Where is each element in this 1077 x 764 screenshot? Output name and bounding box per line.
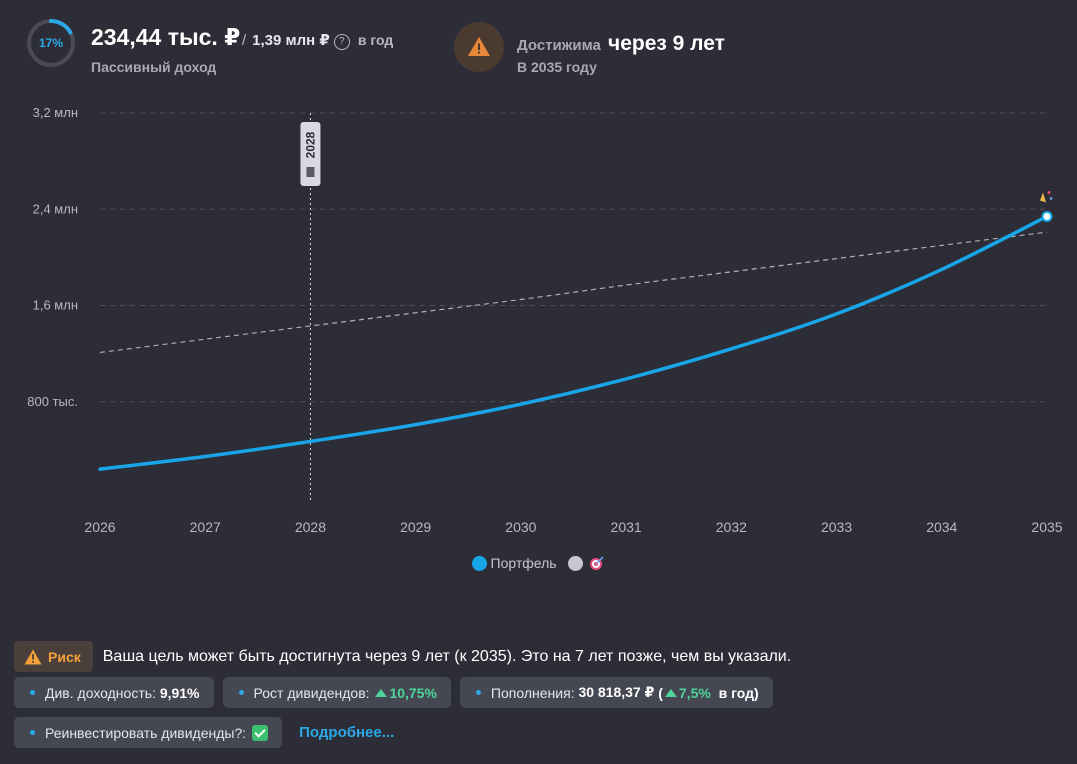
contributions-label: Пополнения: [490, 684, 575, 701]
warning-icon [24, 649, 42, 664]
params-row: Див. доходность: 9,91% Рост дивидендов: … [14, 677, 782, 708]
more-details-link[interactable]: Подробнее... [299, 724, 395, 741]
x-tick-label: 2031 [611, 519, 642, 535]
arrow-up-icon [375, 688, 388, 697]
legend-dot-portfolio [471, 555, 487, 571]
chart-legend: Портфель [0, 555, 1077, 574]
chip-div-growth[interactable]: Рост дивидендов: 10,75% [222, 677, 451, 708]
contributions-period: в год) [718, 684, 759, 701]
per-period: в год [357, 32, 394, 48]
progress-ring: 17% [26, 18, 76, 68]
x-tick-label: 2029 [400, 519, 431, 535]
chip-reinvest[interactable]: Реинвестировать дивиденды?: [14, 717, 283, 748]
bullet-icon [238, 690, 244, 695]
income-goal: / 1,39 млн ₽? в год [242, 31, 393, 50]
reach-label: Достижима [517, 37, 601, 54]
contributions-paren: ( [658, 684, 663, 701]
legend-item-portfolio[interactable]: Портфель [471, 555, 557, 571]
checkbox-checked-icon[interactable] [252, 724, 269, 741]
progress-percent: 17% [38, 36, 64, 50]
confetti-dot [1047, 190, 1051, 194]
passive-income-caption: Пассивный доход [91, 59, 217, 75]
x-tick-label: 2030 [505, 519, 536, 535]
risk-row: Риск Ваша цель может быть достигнута чер… [14, 641, 791, 672]
party-popper-icon [1040, 192, 1046, 203]
div-growth-label: Рост дивидендов: [253, 684, 370, 701]
x-tick-label: 2035 [1031, 519, 1062, 535]
passive-income-value: 234,44 тыс. ₽ [91, 24, 241, 50]
risk-badge: Риск [14, 641, 93, 672]
arrow-up-icon [664, 688, 677, 697]
reach-year: В 2035 году [517, 59, 597, 75]
risk-badge-label: Риск [48, 648, 81, 665]
warning-icon [468, 37, 490, 56]
x-tick-label: 2034 [926, 519, 957, 535]
warning-icon-circle [454, 22, 504, 72]
confetti-dot [1049, 197, 1053, 200]
risk-message: Ваша цель может быть достигнута через 9 … [102, 647, 792, 665]
bullet-icon [30, 690, 35, 695]
y-tick-label: 3,2 млн [33, 105, 78, 120]
series-portfolio-endpoint [1041, 210, 1053, 222]
reach-value: через 9 лет [608, 32, 725, 55]
chip-div-yield[interactable]: Див. доходность: 9,91% [14, 677, 214, 708]
help-icon[interactable]: ? [333, 34, 350, 50]
target-icon [590, 556, 605, 570]
series-target-line [99, 231, 1048, 354]
contributions-value: 30 818,37 ₽ [578, 684, 655, 700]
y-tick-label: 1,6 млн [33, 298, 78, 313]
portfolio-chart[interactable]: 800 тыс. 1,6 млн 2,4 млн 3,2 млн 2026 2027 202… [0, 95, 1077, 545]
x-tick-label: 2027 [190, 519, 221, 535]
goal-separator: / [242, 32, 247, 49]
x-tick-label: 2028 [295, 519, 326, 535]
summary-header: 17% 234,44 тыс. ₽ / 1,39 млн ₽? в год Пасс… [26, 18, 1066, 78]
reinvest-row: Реинвестировать дивиденды?: Подробнее... [14, 717, 394, 748]
year-marker-badge [300, 122, 321, 186]
goal-value: 1,39 млн ₽ [252, 32, 330, 49]
chip-contributions[interactable]: Пополнения: 30 818,37 ₽ (7,5% в год) [459, 677, 773, 708]
legend-item-target[interactable] [568, 555, 605, 571]
legend-dot-target [568, 555, 584, 571]
x-tick-label: 2026 [84, 519, 115, 535]
x-tick-label: 2032 [716, 519, 747, 535]
y-tick-label: 800 тыс. [27, 394, 78, 409]
contributions-growth: 7,5% [678, 684, 711, 701]
series-portfolio-line [98, 214, 1049, 471]
goal-reach: Достижима через 9 лет [517, 32, 725, 56]
y-tick-label: 2,4 млн [33, 201, 78, 216]
div-yield-value: 9,91% [159, 684, 200, 701]
flag-icon [306, 167, 315, 177]
x-tick-label: 2033 [821, 519, 852, 535]
legend-label-portfolio: Портфель [490, 555, 557, 571]
year-marker-label: 2028 [303, 131, 317, 158]
bullet-icon [475, 690, 481, 695]
reinvest-label: Реинвестировать дивиденды?: [45, 724, 247, 741]
bullet-icon [30, 730, 35, 735]
div-yield-label: Див. доходность: [45, 684, 156, 701]
div-growth-value: 10,75% [389, 684, 437, 701]
